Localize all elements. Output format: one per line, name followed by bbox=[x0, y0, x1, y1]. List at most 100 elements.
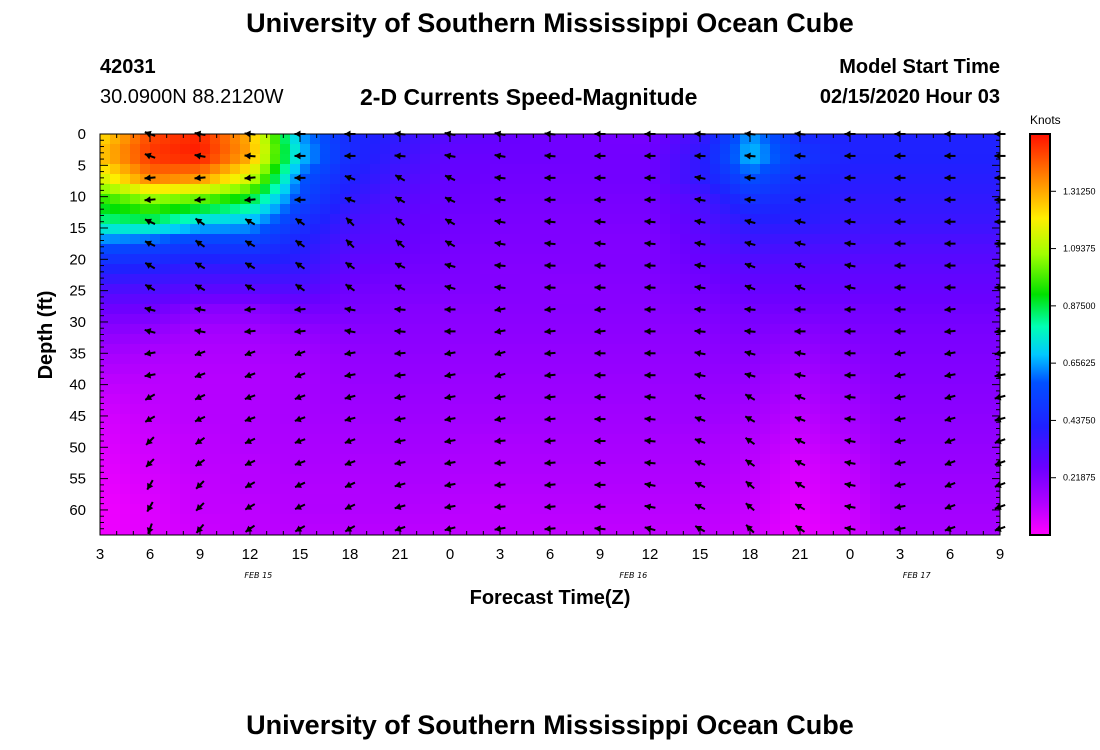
heat-cell bbox=[290, 444, 301, 455]
heat-cell bbox=[120, 334, 131, 345]
heat-cell bbox=[870, 424, 881, 435]
current-arrow bbox=[394, 174, 406, 182]
heat-cell bbox=[230, 514, 241, 525]
current-arrow bbox=[244, 261, 256, 270]
heat-cell bbox=[280, 264, 291, 275]
heat-cell bbox=[640, 174, 651, 185]
heat-cell bbox=[300, 534, 311, 535]
heat-cell bbox=[270, 404, 281, 415]
current-arrow bbox=[444, 262, 456, 270]
heat-cell bbox=[740, 224, 751, 235]
heat-cell bbox=[770, 344, 781, 355]
heat-cell bbox=[880, 344, 891, 355]
heat-cell bbox=[870, 204, 881, 215]
heat-cell bbox=[820, 294, 831, 305]
heat-cell bbox=[120, 474, 131, 485]
heat-cell bbox=[210, 374, 221, 385]
heat-cell bbox=[310, 264, 321, 275]
heat-cell bbox=[370, 324, 381, 335]
heat-cell bbox=[220, 414, 231, 425]
heat-cell bbox=[300, 324, 311, 335]
heat-cell bbox=[410, 324, 421, 335]
heat-cell bbox=[440, 174, 451, 185]
heat-cell bbox=[540, 224, 551, 235]
heat-cell bbox=[200, 204, 211, 215]
heat-cell bbox=[600, 134, 611, 145]
current-arrow bbox=[594, 218, 606, 226]
heat-cell bbox=[410, 284, 421, 295]
heat-cell bbox=[920, 164, 931, 175]
heat-cell bbox=[980, 174, 991, 185]
heat-cell bbox=[650, 344, 661, 355]
heat-cell bbox=[820, 164, 831, 175]
current-arrow bbox=[194, 261, 206, 270]
heat-cell bbox=[510, 244, 521, 255]
heat-cell bbox=[950, 514, 961, 525]
heat-cell bbox=[810, 524, 821, 535]
heat-cell bbox=[940, 374, 951, 385]
heat-cell bbox=[830, 144, 841, 155]
heat-cell bbox=[790, 184, 801, 195]
heat-cell bbox=[170, 484, 181, 495]
heat-cell bbox=[660, 174, 671, 185]
x-tick-label: 6 bbox=[146, 546, 154, 563]
heat-cell bbox=[170, 214, 181, 225]
heat-cell bbox=[670, 234, 681, 245]
current-arrow bbox=[194, 283, 206, 292]
current-arrow bbox=[344, 349, 356, 357]
heat-cell bbox=[710, 514, 721, 525]
heat-cell bbox=[150, 444, 161, 455]
heat-cell bbox=[110, 534, 121, 535]
heat-cell bbox=[400, 464, 411, 475]
heat-cell bbox=[720, 464, 731, 475]
heat-cell bbox=[290, 514, 301, 525]
heat-cell bbox=[280, 534, 291, 535]
heat-cell bbox=[360, 244, 371, 255]
heat-cell bbox=[260, 294, 271, 305]
heat-cell bbox=[630, 374, 641, 385]
heat-cell bbox=[550, 344, 561, 355]
heat-cell bbox=[390, 384, 401, 395]
heat-cell bbox=[880, 234, 891, 245]
heat-cell bbox=[550, 484, 561, 495]
heat-cell bbox=[480, 234, 491, 245]
heat-cell bbox=[100, 384, 111, 395]
heat-cell bbox=[840, 484, 851, 495]
heat-cell bbox=[600, 204, 611, 215]
heat-cell bbox=[250, 514, 261, 525]
heat-cell bbox=[230, 164, 241, 175]
heat-cell bbox=[510, 184, 521, 195]
heat-cell bbox=[870, 314, 881, 325]
heat-cell bbox=[200, 224, 211, 235]
current-arrow bbox=[944, 503, 956, 510]
heat-cell bbox=[590, 274, 601, 285]
heat-cell bbox=[780, 224, 791, 235]
heat-cell bbox=[530, 434, 541, 445]
heat-cell bbox=[830, 394, 841, 405]
heat-cell bbox=[310, 174, 321, 185]
heat-cell bbox=[690, 424, 701, 435]
current-arrow bbox=[794, 262, 806, 270]
heat-cell bbox=[370, 214, 381, 225]
heat-cell bbox=[330, 384, 341, 395]
heat-cell bbox=[360, 294, 371, 305]
heat-cell bbox=[880, 504, 891, 515]
heat-cell bbox=[840, 224, 851, 235]
heat-cell bbox=[240, 294, 251, 305]
heat-cell bbox=[630, 364, 641, 375]
heat-cell bbox=[750, 314, 761, 325]
heat-cell bbox=[810, 504, 821, 515]
current-arrow bbox=[744, 152, 756, 160]
heat-cell bbox=[530, 224, 541, 235]
heat-cell bbox=[780, 414, 791, 425]
heat-cell bbox=[120, 454, 131, 465]
heat-cell bbox=[280, 444, 291, 455]
heat-cell bbox=[390, 234, 401, 245]
heat-cell bbox=[120, 344, 131, 355]
heat-cell bbox=[420, 404, 431, 415]
heat-cell bbox=[830, 534, 841, 535]
heat-cell bbox=[720, 164, 731, 175]
heat-cell bbox=[960, 534, 971, 535]
heat-cell bbox=[230, 414, 241, 425]
